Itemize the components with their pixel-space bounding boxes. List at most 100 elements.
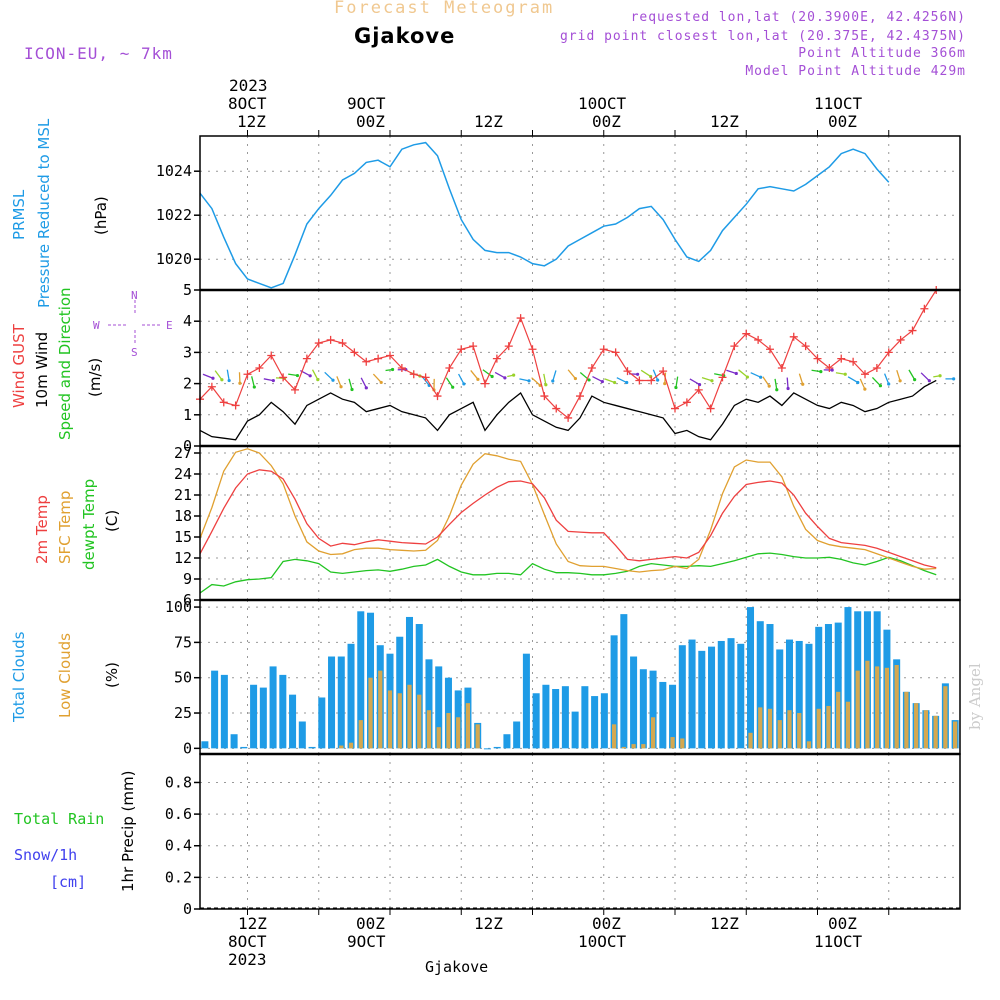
low-cloud-bar xyxy=(426,710,432,749)
y-tick-label: 0.6 xyxy=(165,805,192,823)
y-tick-label: 9 xyxy=(183,570,192,588)
total-cloud-bar xyxy=(776,649,784,749)
total-cloud-bar xyxy=(240,746,248,749)
low-cloud-bar xyxy=(787,710,792,749)
gust-marker xyxy=(849,357,858,366)
wind-arrow-head xyxy=(767,384,771,388)
y-tick-label: 3 xyxy=(183,343,192,361)
y-tick-label: 0 xyxy=(183,900,192,918)
wind-arrow xyxy=(750,372,761,378)
low-cloud-bar xyxy=(884,667,890,749)
wind-arrow xyxy=(896,370,901,382)
total-cloud-bar xyxy=(435,666,443,749)
wind-arrow-head xyxy=(350,387,354,392)
top-axis-day-1: 8OCT xyxy=(228,94,267,113)
low-cloud-bar xyxy=(865,660,870,749)
panel-frame xyxy=(199,289,961,447)
gust-marker xyxy=(706,404,715,413)
top-axis-day-4: 10OCT xyxy=(578,94,627,113)
gust-marker xyxy=(896,335,905,344)
wind-arrow xyxy=(738,369,748,378)
temp-2m-line xyxy=(199,469,937,569)
gust-marker xyxy=(386,351,394,360)
wind-arrow xyxy=(871,377,881,387)
wind-arrow xyxy=(263,378,274,382)
wind-arrow-head xyxy=(271,379,275,383)
gust-marker xyxy=(564,413,573,422)
gust-marker xyxy=(789,332,798,341)
y-tick-label: 5 xyxy=(183,281,192,299)
gust-marker xyxy=(920,304,929,313)
low-cloud-bar xyxy=(826,705,831,749)
top-axis-day-2: 9OCT xyxy=(347,94,386,113)
wind-arrow-head xyxy=(308,374,312,378)
low-cloud-bar xyxy=(953,721,958,749)
wind-arrow-head xyxy=(819,370,823,374)
total-cloud-bar xyxy=(220,674,228,749)
wind-arrow-head xyxy=(544,383,548,387)
total-cloud-bar xyxy=(727,638,735,749)
wind-arrow xyxy=(372,373,382,383)
gust-marker xyxy=(219,398,228,407)
panel-frame xyxy=(199,753,961,910)
panel-frame xyxy=(199,445,961,601)
total-cloud-bar xyxy=(425,659,433,749)
footer-location: Gjakove xyxy=(425,958,489,976)
wind-arrow-head xyxy=(843,372,847,376)
wind-arrow-head xyxy=(663,381,667,386)
gust-marker xyxy=(718,373,727,382)
wind-arrow-head xyxy=(674,385,678,390)
bottom-axis-hour-4: 00Z xyxy=(592,914,621,933)
total-cloud-bar xyxy=(542,684,550,749)
y-tick-label: 1024 xyxy=(156,162,192,180)
gust-marker xyxy=(682,398,691,407)
total-cloud-bar xyxy=(483,748,491,750)
low-cloud-bar xyxy=(806,741,812,749)
low-cloud-bar xyxy=(611,724,617,749)
wind-arrow xyxy=(652,369,659,381)
gust-marker xyxy=(302,354,311,363)
wind-arrow-head xyxy=(490,374,494,379)
total-cloud-bar xyxy=(493,746,501,749)
point-altitude: Point Altitude 366m xyxy=(798,46,966,61)
low-cloud-bar xyxy=(748,732,753,749)
wind-arrow-head xyxy=(316,378,320,382)
wind-arrow xyxy=(774,378,778,390)
wind-arrow xyxy=(445,377,454,388)
total-cloud-bar xyxy=(571,711,579,749)
y-tick-label: 0 xyxy=(183,739,192,757)
top-axis-hour-6: 00Z xyxy=(828,112,857,131)
wind-arrow-head xyxy=(503,376,507,380)
wind-arrow-head xyxy=(938,374,942,378)
total-cloud-bar xyxy=(259,687,267,749)
y-tick-label: 12 xyxy=(174,549,192,567)
wind-arrow-head xyxy=(339,385,343,389)
gust-marker xyxy=(421,373,430,382)
gust-marker xyxy=(659,367,668,376)
gust-marker xyxy=(825,364,834,372)
low-cloud-bar xyxy=(777,720,782,749)
low-cloud-bar xyxy=(436,727,441,749)
total-cloud-bar xyxy=(396,636,404,749)
low-cloud-bar xyxy=(348,742,354,749)
low-cloud-bar xyxy=(923,710,929,749)
location-title: Gjakove xyxy=(354,24,456,48)
gust-marker xyxy=(671,404,679,413)
gust-marker xyxy=(777,364,786,372)
low-cloud-bar xyxy=(475,724,480,749)
gust-marker xyxy=(481,379,489,388)
gust-marker xyxy=(397,364,406,372)
total-cloud-bar xyxy=(785,639,793,749)
gust-marker xyxy=(291,385,299,394)
total-cloud-bar xyxy=(513,721,521,749)
total-cloud-bar xyxy=(298,721,306,749)
total-cloud-bar xyxy=(610,635,618,749)
wind-arrow xyxy=(726,369,737,375)
temp-dew-line xyxy=(199,552,937,594)
model-label: ICON-EU, ~ 7km xyxy=(24,44,173,63)
low-cloud-bar xyxy=(680,738,685,749)
wind-arrow-head xyxy=(600,379,604,384)
gust-marker xyxy=(730,342,739,351)
wind-arrow xyxy=(214,370,223,381)
y-tick-label: 27 xyxy=(174,444,192,462)
